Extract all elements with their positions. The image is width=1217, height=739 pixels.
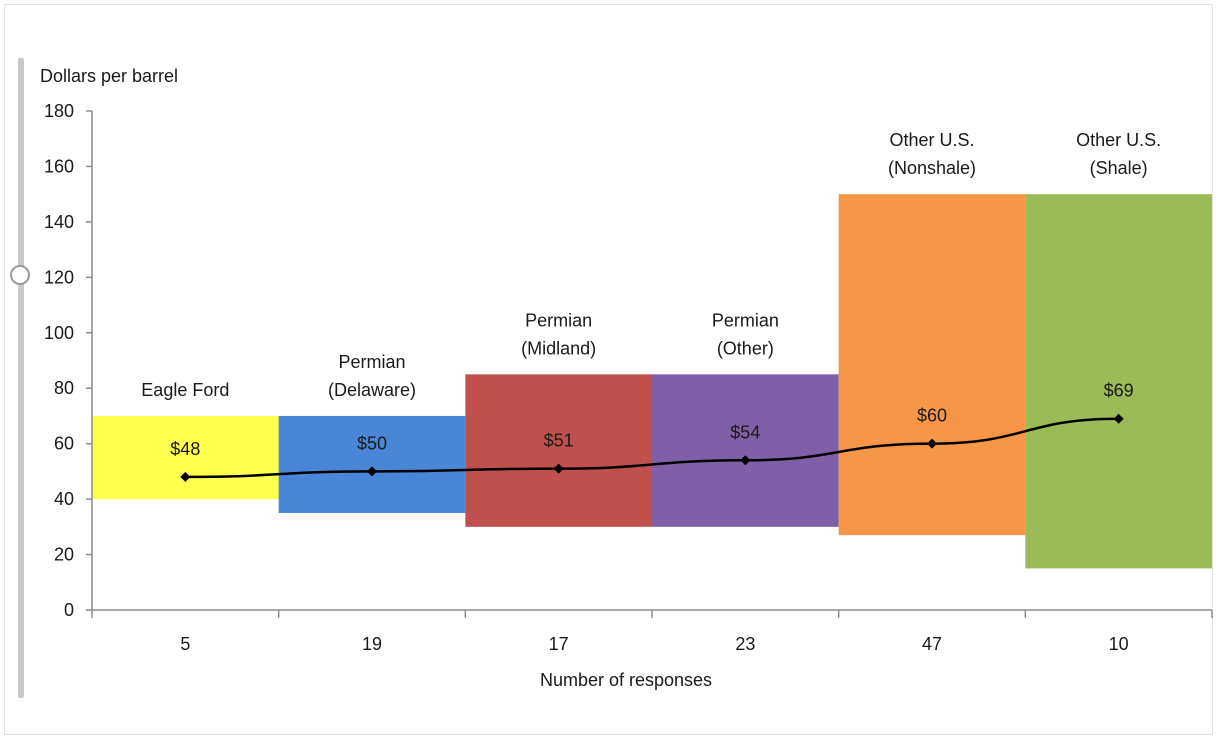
region-label: (Other): [717, 338, 774, 358]
y-tick-label: 80: [54, 378, 74, 398]
y-tick-label: 160: [44, 156, 74, 176]
range-bar-6: [1025, 194, 1212, 569]
y-tick-label: 40: [54, 489, 74, 509]
mean-value-label: $51: [544, 431, 574, 451]
x-tick-label: 10: [1109, 634, 1129, 654]
region-label: Eagle Ford: [141, 380, 229, 400]
range-bar-4: [652, 374, 839, 527]
range-bar-5: [838, 194, 1026, 536]
mean-value-label: $60: [917, 406, 947, 426]
y-tick-label: 140: [44, 212, 74, 232]
region-label: Permian: [712, 310, 779, 330]
y-tick-label: 60: [54, 434, 74, 454]
mean-point-2: [367, 466, 377, 477]
mean-value-label: $69: [1104, 381, 1134, 401]
mean-value-label: $50: [357, 433, 387, 453]
mean-point-6: [1113, 413, 1124, 424]
region-label: (Nonshale): [888, 158, 976, 178]
side-scroll-knob: [10, 265, 30, 285]
x-axis-label: Number of responses: [540, 670, 712, 690]
region-label: (Shale): [1090, 158, 1148, 178]
y-axis-label: Dollars per barrel: [40, 66, 178, 86]
x-tick-label: 23: [735, 634, 755, 654]
region-label: Permian: [525, 310, 592, 330]
region-label: (Midland): [521, 338, 596, 358]
region-label: Other U.S.: [1076, 130, 1161, 150]
mean-price-line: [185, 417, 1119, 479]
mean-value-label: $48: [170, 439, 200, 459]
x-tick-label: 19: [362, 634, 382, 654]
side-scroll-rule: [18, 58, 24, 698]
y-tick-label: 20: [54, 545, 74, 565]
mean-point-4: [740, 455, 751, 466]
x-tick-label: 17: [549, 634, 569, 654]
y-tick-label: 120: [44, 267, 74, 287]
mean-point-5: [927, 438, 937, 449]
y-tick-label: 100: [44, 323, 74, 343]
range-bar-2: [278, 415, 466, 513]
range-bar-1: [92, 415, 279, 500]
region-label: (Delaware): [328, 380, 416, 400]
range-bar-3: [465, 374, 652, 527]
mean-point-1: [180, 471, 191, 482]
y-tick-label: 0: [64, 600, 74, 620]
region-label: Other U.S.: [889, 130, 974, 150]
region-label: Permian: [338, 352, 405, 372]
x-tick-label: 47: [922, 634, 942, 654]
y-tick-label: 180: [44, 101, 74, 121]
mean-value-label: $54: [730, 422, 760, 442]
chart-frame: [4, 4, 1213, 735]
x-tick-label: 5: [180, 634, 190, 654]
mean-point-3: [553, 463, 564, 474]
